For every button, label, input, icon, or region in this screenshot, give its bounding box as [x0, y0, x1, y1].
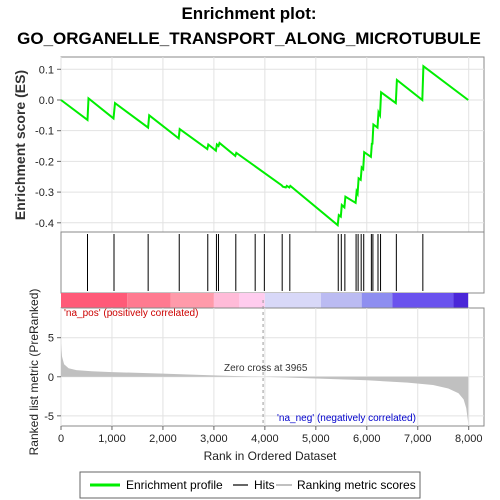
rank-x-tick-label: 2,000: [149, 433, 177, 445]
color-bar-segment: [170, 293, 214, 308]
rank-y-tick-label: 5: [48, 333, 54, 345]
rank-x-tick-label: 6,000: [353, 433, 381, 445]
na-pos-annotation: 'na_pos' (positively correlated): [64, 308, 198, 319]
es-y-tick-label: -0.1: [35, 126, 54, 138]
rank-x-tick-label: 4,000: [251, 433, 279, 445]
color-bar-segment: [361, 293, 393, 308]
rank-y-tick-label: 0: [48, 372, 54, 384]
es-y-tick-label: -0.2: [35, 156, 54, 168]
rank-x-tick-label: 1,000: [98, 433, 126, 445]
es-y-tick-label: 0.0: [39, 95, 54, 107]
es-y-tick-label: -0.3: [35, 187, 54, 199]
color-bar-segment: [320, 293, 362, 308]
hits-markers: [87, 234, 424, 291]
na-neg-annotation: 'na_neg' (negatively correlated): [277, 413, 416, 424]
rank-x-tick-label: 7,000: [404, 433, 432, 445]
legend-item-ranking: Ranking metric scores: [276, 478, 416, 492]
enrichment-profile-line: [60, 64, 469, 228]
legend-ranking-label: Ranking metric scores: [297, 478, 416, 492]
legend-item-enrichment: Enrichment profile: [90, 478, 223, 492]
es-y-tick-label: -0.4: [35, 218, 54, 230]
legend-box: [79, 471, 421, 499]
rank-y-axis: 5 0 -5: [44, 333, 61, 423]
color-bar-segment: [264, 293, 321, 308]
legend-item-hits: Hits: [233, 478, 275, 492]
rank-x-tick-label: 5,000: [302, 433, 330, 445]
ranking-color-bar: [61, 293, 469, 308]
zero-cross-annotation: Zero cross at 3965: [224, 363, 308, 374]
rank-x-tick-label: 8,000: [455, 433, 483, 445]
rank-y-tick-label: -5: [44, 411, 54, 423]
chart-title-line1: Enrichment plot:: [181, 4, 316, 23]
color-bar-segment: [392, 293, 454, 308]
rank-x-axis: 0 1,000 2,000 3,000 4,000 5,000 6,000 7,000 8,00…: [58, 426, 483, 445]
hits-panel-frame: [60, 231, 485, 294]
rank-x-tick-label: 3,000: [200, 433, 228, 445]
legend-hits-label: Hits: [254, 478, 275, 492]
color-bar-segment: [127, 293, 171, 308]
chart-title-line2: GO_ORGANELLE_TRANSPORT_ALONG_MICROTUBULE: [17, 29, 481, 48]
rank-x-tick-label: 0: [58, 433, 64, 445]
color-bar-segment: [213, 293, 240, 308]
es-gridlines: [60, 57, 484, 232]
color-bar-segment: [239, 293, 265, 308]
rank-gridlines: [60, 308, 484, 426]
es-y-tick-label: 0.1: [39, 64, 54, 76]
color-bar-segment: [61, 293, 128, 308]
es-panel-frame: [60, 56, 485, 233]
rank-y-axis-label: Ranked list metric (PreRanked): [27, 289, 41, 456]
es-y-axis: 0.1 0.0 -0.1 -0.2 -0.3 -0.4: [35, 64, 61, 230]
legend-enrichment-label: Enrichment profile: [126, 478, 223, 492]
rank-panel-frame: [60, 307, 485, 427]
rank-x-axis-label: Rank in Ordered Dataset: [204, 449, 337, 463]
color-bar-segment: [453, 293, 469, 308]
es-y-axis-label: Enrichment score (ES): [12, 70, 28, 220]
